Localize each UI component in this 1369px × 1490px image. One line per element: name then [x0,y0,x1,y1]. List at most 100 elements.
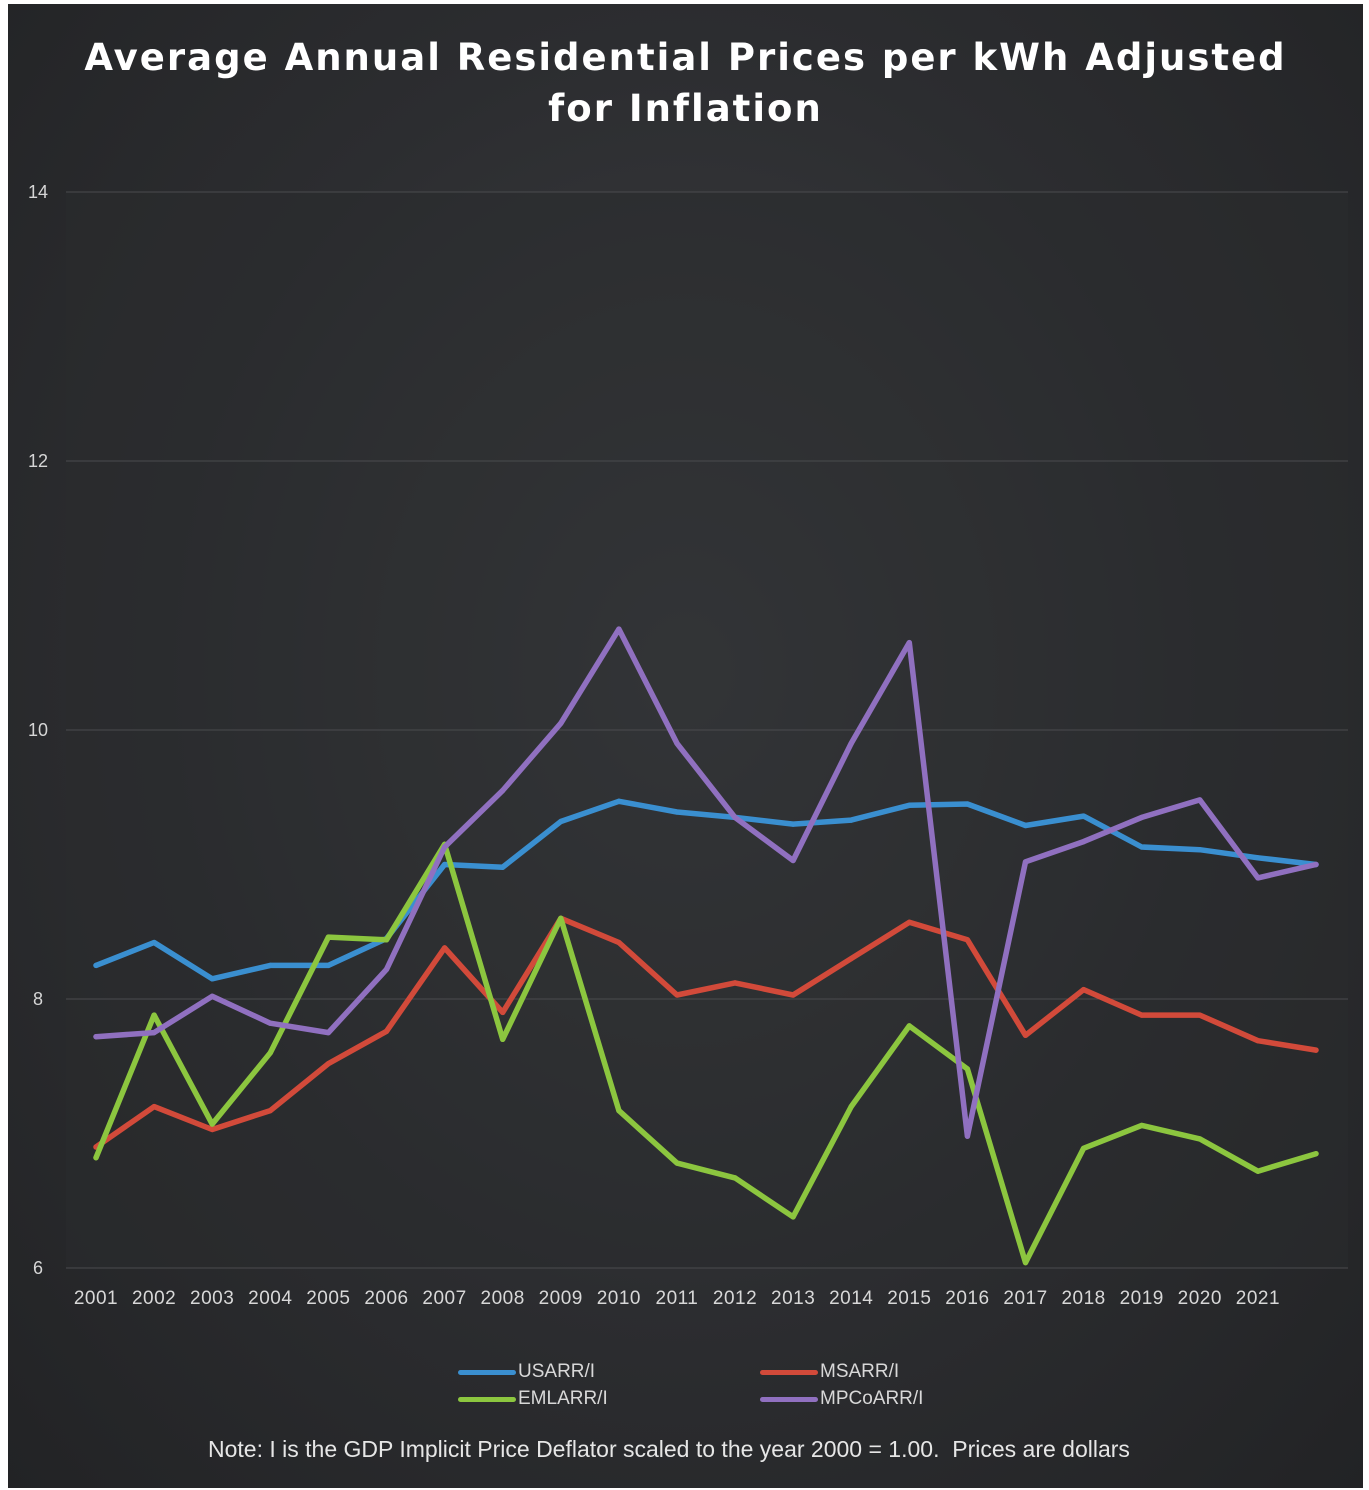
series-line-emlarr-i [93,841,1319,1266]
data-point-emlarr-i [1139,1122,1145,1129]
legend-swatch-emlarr [458,1396,516,1402]
data-point-mpcoarr-i [383,966,390,973]
data-point-emlarr-i [93,1155,99,1161]
x-tick-label: 2017 [1003,1288,1047,1309]
data-point-msarr-i [616,939,622,946]
legend-item-msarr: MSARR/I [760,1361,899,1383]
data-point-emlarr-i [732,1175,738,1181]
data-point-emlarr-i [1197,1136,1203,1142]
y-tick-label: 6 [33,1258,43,1278]
data-point-usarr-i [558,818,564,825]
x-tick-label: 2014 [829,1288,873,1309]
chart-title-line-2: for Inflation [548,87,823,130]
data-point-emlarr-i [906,1023,912,1029]
data-point-emlarr-i [151,1012,157,1018]
chart-title: Average Annual Residential Prices per kW… [8,32,1363,134]
data-point-emlarr-i [790,1214,796,1220]
legend-label-emlarr: EMLARR/I [518,1388,608,1409]
x-tick-label: 2013 [771,1288,815,1309]
legend-label-msarr: MSARR/I [820,1361,900,1382]
data-point-usarr-i [209,976,215,982]
legend: USARR/I MSARR/I EMLARR/I MPCoARR/I [458,1361,978,1417]
data-point-msarr-i [383,1028,390,1034]
data-point-usarr-i [500,864,506,870]
x-tick-label: 2009 [539,1288,583,1309]
x-tick-label: 2008 [481,1288,525,1309]
x-tick-label: 2015 [887,1288,931,1309]
y-tick-label: 12 [28,451,48,471]
data-point-emlarr-i [1081,1145,1087,1151]
data-point-mpcoarr-i [732,814,738,821]
data-point-mpcoarr-i [93,1034,99,1040]
data-point-emlarr-i [964,1066,971,1072]
data-point-msarr-i [674,992,680,998]
data-point-emlarr-i [848,1104,854,1110]
series-line-msarr-i [93,915,1319,1150]
x-tick-label: 2002 [132,1288,176,1309]
legend-item-emlarr: EMLARR/I [458,1388,608,1410]
data-point-msarr-i [790,992,796,998]
data-point-mpcoarr-i [674,740,680,747]
data-point-usarr-i [616,798,622,804]
x-tick-label: 2006 [364,1288,408,1309]
data-point-usarr-i [964,801,971,807]
x-tick-label: 2021 [1236,1288,1280,1309]
data-point-msarr-i [732,980,738,986]
legend-label-mpcoarr: MPCoARR/I [820,1388,924,1409]
data-point-msarr-i [1139,1012,1145,1018]
data-point-mpcoarr-i [325,1030,331,1036]
data-point-usarr-i [1139,844,1145,850]
data-point-mpcoarr-i [1197,797,1203,803]
data-point-usarr-i [441,861,448,868]
x-tick-label: 2003 [190,1288,234,1309]
data-point-mpcoarr-i [1255,875,1261,881]
data-point-emlarr-i [500,1036,506,1042]
data-point-mpcoarr-i [1081,839,1087,845]
data-point-mpcoarr-i [1313,861,1319,868]
data-point-usarr-i [906,802,912,808]
data-point-msarr-i [151,1104,157,1110]
data-point-emlarr-i [325,934,331,940]
data-point-emlarr-i [267,1050,273,1056]
gridlines [66,191,1348,1269]
x-tick-label: 2020 [1178,1288,1222,1309]
data-point-usarr-i [848,817,854,823]
chart-panel: Average Annual Residential Prices per kW… [8,4,1363,1488]
x-tick-label: 2011 [656,1288,699,1309]
x-tick-label: 2016 [945,1288,989,1309]
data-point-usarr-i [1197,847,1203,853]
data-point-mpcoarr-i [1022,859,1029,865]
data-point-msarr-i [1255,1038,1261,1044]
x-tick-label: 2005 [306,1288,350,1309]
y-tick-label: 8 [33,989,43,1009]
data-point-mpcoarr-i [790,857,796,864]
data-point-usarr-i [1255,855,1261,861]
data-point-usarr-i [1081,813,1087,819]
data-point-msarr-i [1197,1012,1203,1018]
data-point-msarr-i [964,937,971,943]
data-point-msarr-i [500,1009,506,1016]
data-point-mpcoarr-i [906,639,912,646]
x-tick-label: 2012 [713,1288,757,1309]
data-point-usarr-i [1022,822,1029,829]
chart-title-line-1: Average Annual Residential Prices per kW… [84,36,1287,79]
data-point-mpcoarr-i [500,787,506,794]
x-tick-label: 2010 [597,1288,641,1309]
data-point-mpcoarr-i [209,993,215,999]
data-point-usarr-i [267,962,273,968]
x-axis: 2001 2002 2003 2004 2005 2006 2007 2008 2009 2010… [74,1288,1280,1309]
data-point-usarr-i [151,939,157,946]
data-point-mpcoarr-i [441,844,448,850]
data-point-mpcoarr-i [616,626,622,632]
data-point-msarr-i [1022,1032,1029,1038]
footnote: Note: I is the GDP Implicit Price Deflat… [208,1436,1130,1462]
legend-label-usarr: USARR/I [518,1361,596,1382]
legend-swatch-mpcoarr [760,1396,818,1402]
x-tick-label: 2007 [422,1288,466,1309]
series-line-mpcoarr-i [93,626,1319,1139]
data-point-mpcoarr-i [848,740,854,747]
y-tick-label: 14 [28,182,48,202]
data-point-msarr-i [848,956,854,962]
data-point-usarr-i [325,962,331,968]
